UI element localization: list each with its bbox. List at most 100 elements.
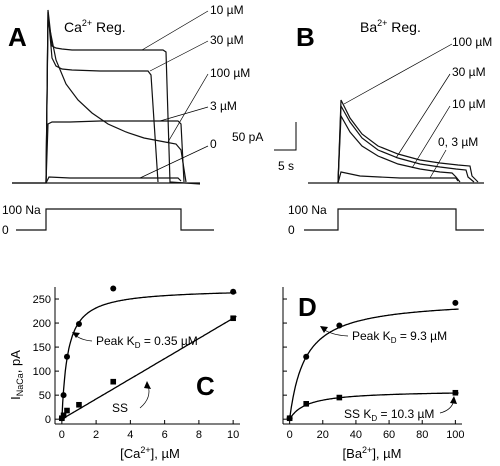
leader-a-30uM xyxy=(149,40,209,72)
protocol-a-step xyxy=(16,208,214,231)
d-point-peak-2 xyxy=(336,322,343,329)
c-point-ss-5 xyxy=(230,315,236,322)
c-point-ss-2 xyxy=(64,407,70,414)
d-point-ss-1 xyxy=(303,401,310,407)
d-point-ss-0 xyxy=(286,415,293,422)
c-point-peak-3 xyxy=(75,321,82,328)
c-y-tick-label-1: 50 xyxy=(39,390,51,402)
c-y-tick-label-3: 150 xyxy=(33,342,51,354)
leader-b-100uM xyxy=(343,43,453,105)
protocol-a-top: 100 Na xyxy=(2,203,41,217)
panel-d: [Ba2+], µM D Peak KD = 9.3 µM SS KD = 10… xyxy=(298,292,447,461)
c-x-tick-label-5: 10 xyxy=(227,429,239,441)
d-x-tick-label-1: 20 xyxy=(317,429,329,441)
panel-b-traces xyxy=(308,99,484,184)
scale-bar-time: 5 s xyxy=(278,159,294,173)
panel-a-letter: A xyxy=(8,22,27,52)
trace-b-100uM xyxy=(337,99,479,184)
c-fit-ss xyxy=(61,315,237,420)
c-y-tick-label-4: 200 xyxy=(33,318,51,330)
c-point-ss-0 xyxy=(59,415,65,422)
leader-b-0-3uM xyxy=(429,149,447,179)
c-xlabel: [Ca2+], µM xyxy=(120,445,180,461)
label-a-0: 0 xyxy=(210,137,217,151)
trace-a-30uM xyxy=(45,11,159,184)
c-annotation-peak: Peak KD = 0.35 µM xyxy=(96,334,198,350)
leader-b-30uM xyxy=(395,73,451,159)
label-b-30uM: 30 µM xyxy=(452,65,486,79)
panel-b-protocol: 100 Na 0 xyxy=(288,203,484,237)
leader-b-10uM xyxy=(411,105,451,169)
trace-a-0 xyxy=(45,176,182,184)
label-a-3uM: 3 µM xyxy=(210,99,237,113)
c-y-tick-label-2: 100 xyxy=(33,366,51,378)
c-point-peak-4 xyxy=(110,285,117,292)
trace-b-10uM xyxy=(337,113,461,184)
panel-b: B Ba2+ Reg. 100 µM 30 µM 10 µM 0, 3 µM 1… xyxy=(288,18,492,237)
leader-a-3uM xyxy=(159,106,209,122)
d-peak-arrowhead xyxy=(320,326,328,333)
label-a-100uM: 100 µM xyxy=(210,66,250,80)
leader-a-10uM xyxy=(141,10,209,51)
c-peak-arrowhead xyxy=(72,332,80,338)
d-annotation-peak: Peak KD = 9.3 µM xyxy=(352,329,447,345)
d-point-peak-1 xyxy=(303,353,310,360)
label-a-10uM: 10 µM xyxy=(210,3,244,17)
protocol-b-top: 100 Na xyxy=(288,203,327,217)
label-b-0-3uM: 0, 3 µM xyxy=(438,135,478,149)
d-point-peak-3 xyxy=(452,299,459,306)
d-x-tick-label-5: 100 xyxy=(446,429,464,441)
trace-b-0-3uM xyxy=(337,171,459,184)
trace-a-100uM xyxy=(45,19,187,184)
c-x-tick-label-2: 4 xyxy=(127,429,133,441)
c-ss-arrowhead xyxy=(144,381,151,389)
d-point-ss-3 xyxy=(452,389,459,396)
panel-a-trace-labels: 10 µM 30 µM 100 µM 3 µM 0 xyxy=(139,3,250,179)
panel-a-traces xyxy=(12,9,201,185)
c-panel-letter: C xyxy=(196,371,215,401)
c-fit-peak xyxy=(61,292,237,420)
d-annotation-ss: SS KD = 10.3 µM xyxy=(344,407,434,423)
c-x-tick-label-3: 6 xyxy=(162,429,168,441)
c-annotation-ss: SS xyxy=(112,401,128,415)
scale-bar: 50 pA 5 s xyxy=(232,122,297,173)
panel-b-title: Ba2+ Reg. xyxy=(360,18,421,35)
c-x-tick-label-0: 0 xyxy=(59,429,65,441)
d-fit-peak xyxy=(288,308,459,420)
d-x-tick-label-3: 60 xyxy=(383,429,395,441)
panel-b-trace-labels: 100 µM 30 µM 10 µM 0, 3 µM xyxy=(343,35,492,179)
c-x-tick-label-1: 2 xyxy=(93,429,99,441)
annotation-arrows xyxy=(72,326,457,414)
trace-a-3uM xyxy=(45,120,185,184)
c-y-tick-label-5: 250 xyxy=(33,294,51,306)
c-y-tick-label-0: 0 xyxy=(45,414,51,426)
d-x-tick-label-2: 40 xyxy=(350,429,362,441)
scale-bar-lines xyxy=(274,122,297,151)
protocol-a-bottom: 0 xyxy=(2,223,9,237)
label-a-30uM: 30 µM xyxy=(210,33,244,47)
c-x-tick-label-4: 8 xyxy=(196,429,202,441)
d-panel-letter: D xyxy=(298,292,317,322)
d-xlabel: [Ba2+], µM xyxy=(343,445,402,461)
protocol-b-bottom: 0 xyxy=(288,223,295,237)
panel-a: A Ca2+ Reg. 10 µM 30 µM 100 µM 3 µM 0 10 xyxy=(2,3,250,237)
protocol-b-step xyxy=(304,208,484,231)
panel-a-protocol: 100 Na 0 xyxy=(2,203,214,237)
label-b-100uM: 100 µM xyxy=(452,35,492,49)
d-x-tick-label-4: 80 xyxy=(416,429,428,441)
panel-b-letter: B xyxy=(296,22,315,52)
leader-a-100uM xyxy=(167,73,209,143)
d-fit-ss xyxy=(289,392,459,420)
c-point-peak-5 xyxy=(230,288,237,295)
trace-a-10uM xyxy=(12,9,201,185)
scale-bar-current: 50 pA xyxy=(232,130,263,144)
d-ss-arrowhead xyxy=(450,396,457,404)
c-point-peak-2 xyxy=(63,353,70,360)
leader-a-0 xyxy=(139,145,209,179)
c-point-ss-4 xyxy=(110,378,117,385)
panel-c: INaCa, pA [Ca2+], µM C Peak KD = 0.35 µM… xyxy=(8,334,215,461)
d-point-ss-2 xyxy=(336,394,343,401)
panel-a-title: Ca2+ Reg. xyxy=(64,18,126,35)
